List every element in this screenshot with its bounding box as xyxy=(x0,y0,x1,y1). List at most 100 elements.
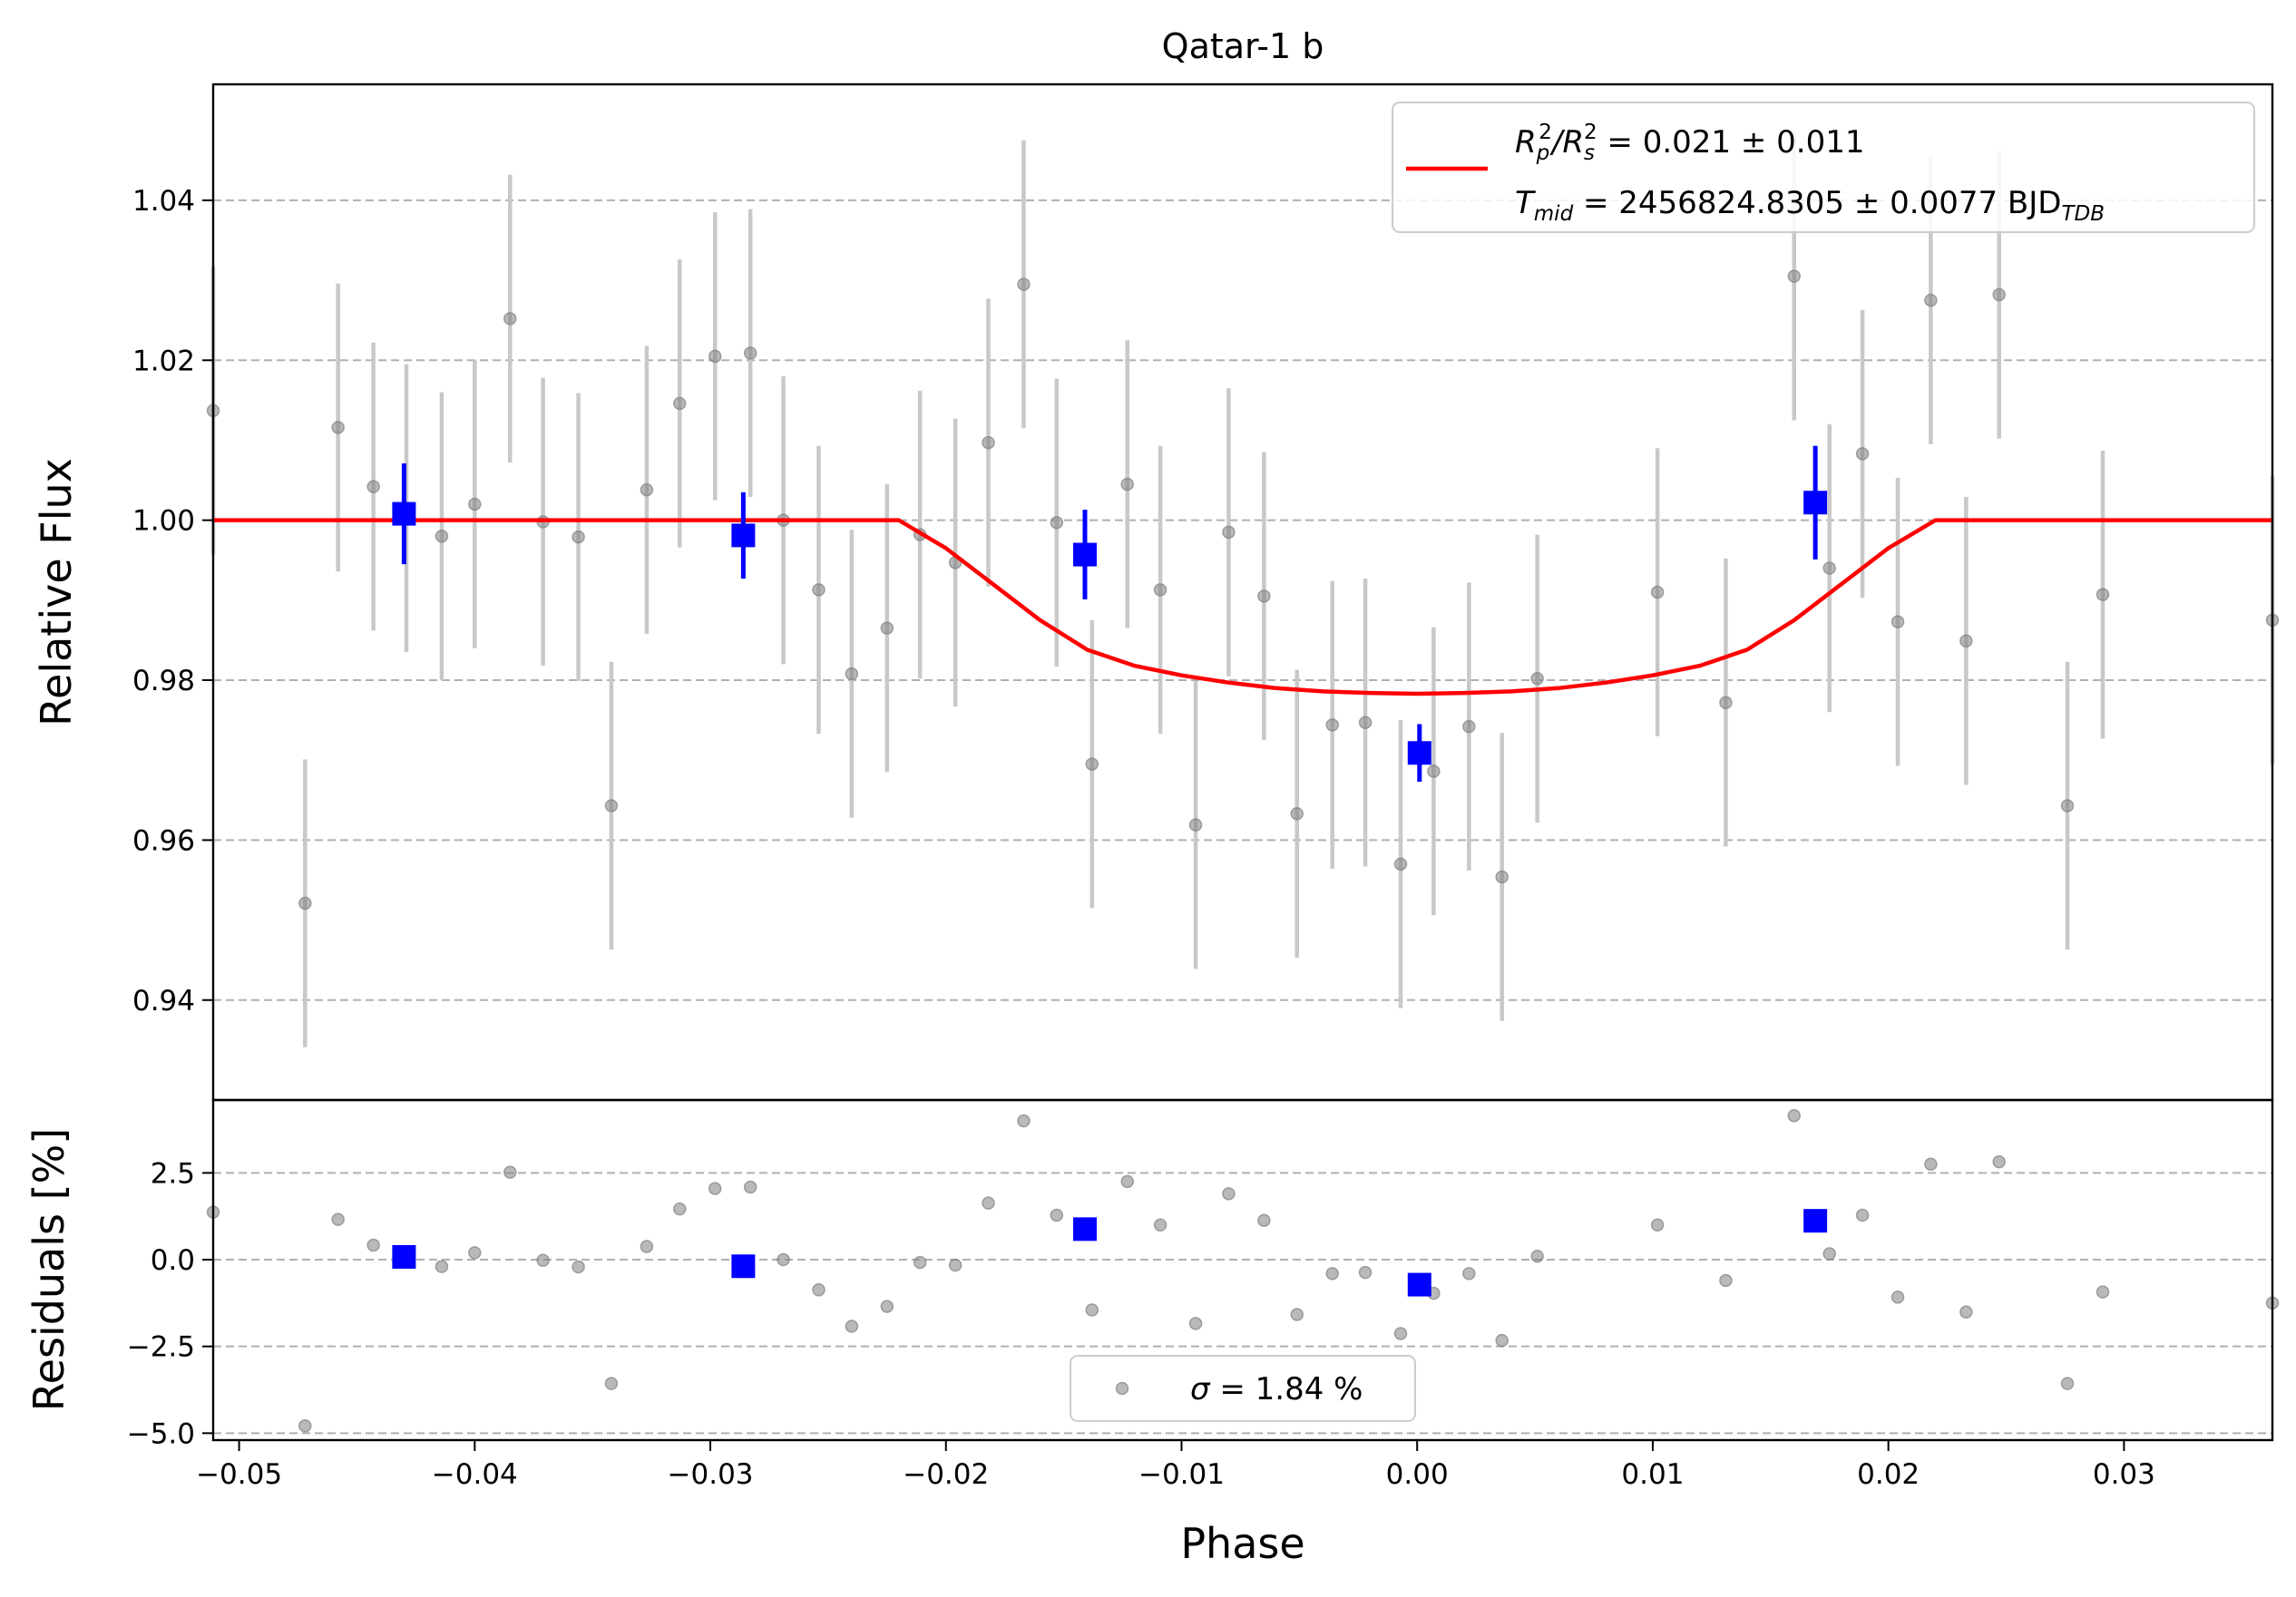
raw-residual-point xyxy=(812,1283,826,1297)
top-y-tick-label: 0.94 xyxy=(132,985,195,1018)
raw-residual-point xyxy=(1959,1305,1973,1319)
top-gridlines xyxy=(213,199,2272,1001)
top-legend-box xyxy=(1392,102,2255,233)
binned-residual-point xyxy=(1072,1217,1097,1242)
raw-point xyxy=(366,480,380,493)
raw-point xyxy=(673,396,687,411)
raw-residual-point xyxy=(982,1196,995,1210)
binned-residual-point xyxy=(392,1244,416,1269)
binned-point xyxy=(1407,741,1431,765)
raw-residual-point xyxy=(1891,1290,1905,1304)
top-y-tick-label: 1.00 xyxy=(132,505,195,538)
raw-residual-point xyxy=(2096,1285,2110,1299)
top-y-axis-title: Relative Flux xyxy=(32,458,81,726)
chart-title: Qatar-1 b xyxy=(1162,26,1324,66)
raw-residual-point xyxy=(743,1180,757,1194)
raw-residual-point xyxy=(1050,1208,1064,1222)
raw-residual-point xyxy=(503,1165,517,1179)
raw-residual-point xyxy=(948,1258,962,1272)
raw-residual-point xyxy=(1530,1249,1544,1263)
top-binned-points xyxy=(392,445,1828,783)
raw-residual-point xyxy=(435,1260,449,1273)
bottom-panel-frame xyxy=(211,1098,2274,1442)
raw-residual-point xyxy=(1462,1267,1476,1281)
raw-point xyxy=(743,346,757,360)
raw-point xyxy=(2060,799,2075,813)
raw-point xyxy=(1290,807,1304,821)
raw-point xyxy=(1017,278,1031,291)
x-tick-label: −0.04 xyxy=(432,1458,518,1491)
raw-point xyxy=(1188,818,1203,832)
raw-residual-point xyxy=(1719,1273,1733,1288)
raw-residual-point xyxy=(468,1246,482,1260)
raw-point xyxy=(1325,718,1339,732)
raw-point xyxy=(572,530,585,544)
binned-point xyxy=(731,523,756,548)
raw-residual-point xyxy=(1290,1308,1304,1321)
top-panel-frame xyxy=(211,83,2274,1102)
raw-residual-point xyxy=(845,1319,859,1333)
raw-residual-point xyxy=(777,1252,790,1267)
raw-point xyxy=(1393,857,1408,872)
raw-point xyxy=(812,583,826,597)
raw-point xyxy=(1462,719,1476,734)
raw-residual-point xyxy=(913,1255,927,1270)
raw-residual-point xyxy=(2060,1377,2075,1390)
legend-tmid-label: Tmid = 2456824.8305 ± 0.0077 BJDTDB xyxy=(1515,185,2105,226)
raw-point xyxy=(2096,588,2110,601)
raw-point xyxy=(1085,757,1099,771)
raw-point xyxy=(1719,696,1733,709)
bottom-panel: −5.0 −2.5 0.0 2.5 σ = 1.84 % xyxy=(127,1098,2280,1450)
binned-residual-point xyxy=(1407,1272,1431,1297)
raw-point xyxy=(1257,589,1271,603)
raw-point xyxy=(1120,477,1134,492)
binned-residual-point xyxy=(1803,1209,1828,1233)
transit-model-line xyxy=(213,518,2272,696)
raw-point xyxy=(1822,561,1836,575)
x-tick-label: −0.01 xyxy=(1138,1458,1225,1491)
raw-point xyxy=(1495,870,1509,884)
raw-point xyxy=(1891,615,1905,628)
raw-point xyxy=(468,497,482,511)
raw-residual-point xyxy=(536,1253,550,1268)
raw-residual-point xyxy=(366,1238,380,1252)
raw-residual-point xyxy=(1188,1317,1203,1330)
raw-residual-point xyxy=(1120,1174,1134,1189)
raw-residual-point xyxy=(708,1182,722,1195)
raw-residual-point xyxy=(1222,1187,1236,1201)
raw-residual-point xyxy=(604,1377,619,1390)
raw-point xyxy=(640,482,654,497)
bottom-legend-box xyxy=(1070,1355,1416,1422)
bottom-y-tick-label: −2.5 xyxy=(127,1331,195,1364)
raw-residual-point xyxy=(298,1419,312,1433)
raw-point xyxy=(1992,287,2006,302)
raw-residual-point xyxy=(331,1212,345,1226)
bottom-y-tick-label: 0.0 xyxy=(151,1244,195,1277)
x-tick-label: 0.03 xyxy=(2093,1458,2155,1491)
raw-residual-point xyxy=(1153,1218,1168,1232)
raw-residual-point xyxy=(1822,1247,1836,1261)
raw-point xyxy=(1427,764,1441,778)
raw-point xyxy=(1050,516,1064,530)
x-tick-label: −0.05 xyxy=(196,1458,282,1491)
x-tick-label: 0.02 xyxy=(1857,1458,1920,1491)
x-tick-label: 0.01 xyxy=(1621,1458,1684,1491)
raw-residual-point xyxy=(1393,1327,1408,1340)
raw-point xyxy=(331,421,345,434)
x-tick-label: 0.00 xyxy=(1386,1458,1449,1491)
bottom-legend: σ = 1.84 % xyxy=(1070,1355,1416,1422)
legend-sigma-label: σ = 1.84 % xyxy=(1190,1371,1363,1407)
raw-point xyxy=(1855,447,1870,461)
bottom-raw-residuals xyxy=(206,1108,2280,1433)
raw-residual-point xyxy=(1787,1108,1802,1123)
raw-point xyxy=(1959,634,1973,648)
binned-residual-point xyxy=(731,1254,756,1279)
top-y-tick-label: 0.98 xyxy=(132,665,195,697)
legend-residual-swatch xyxy=(1115,1381,1129,1396)
bottom-y-tick-label: −5.0 xyxy=(127,1417,195,1450)
raw-point xyxy=(1530,671,1544,686)
top-y-tick-label: 1.04 xyxy=(132,185,195,218)
top-raw-points xyxy=(206,269,2280,910)
raw-residual-point xyxy=(640,1240,654,1253)
raw-residual-point xyxy=(1992,1154,2006,1169)
